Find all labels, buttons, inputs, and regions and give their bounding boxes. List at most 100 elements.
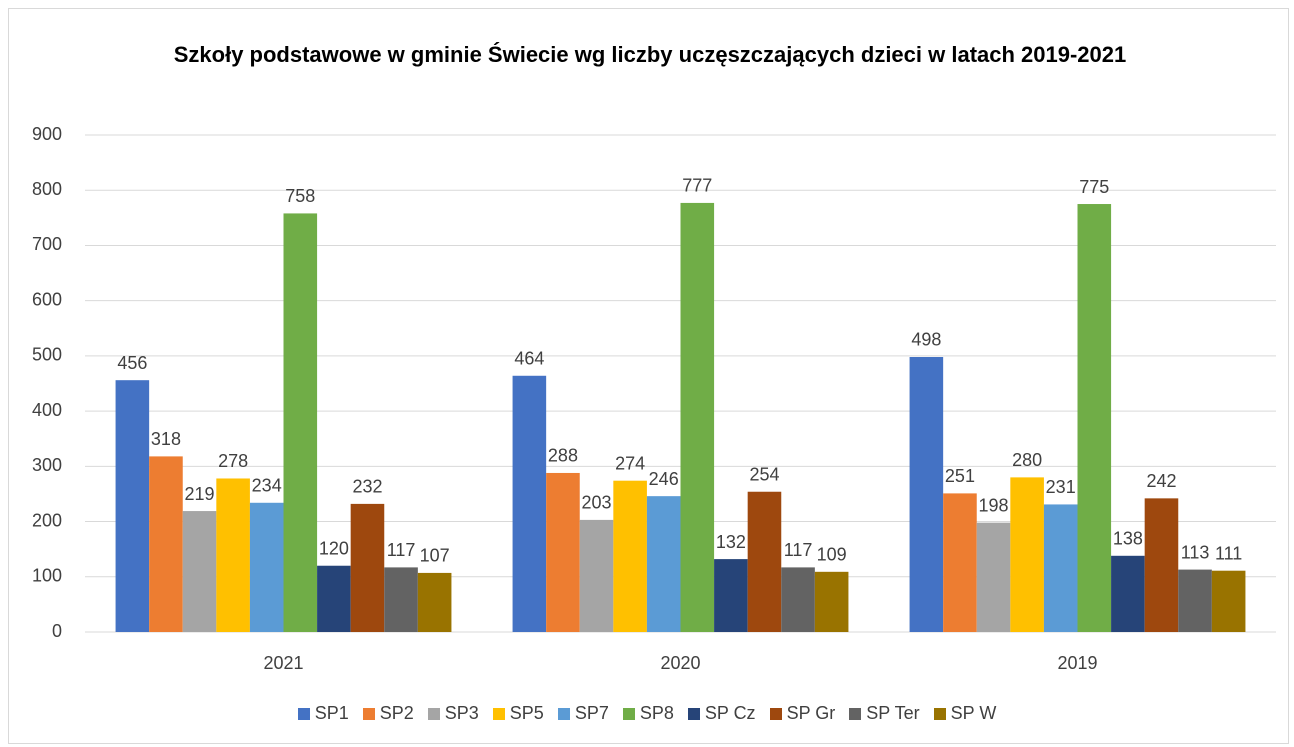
data-label: 318: [151, 429, 181, 449]
legend-item: SP Cz: [687, 703, 756, 724]
legend-item: SP5: [492, 703, 544, 724]
legend: SP1 SP2 SP3 SP5 SP7 SP8 SP Cz SP Gr SP Ter SP W: [0, 703, 1294, 724]
bar: [384, 567, 418, 632]
data-label: 280: [1012, 450, 1042, 470]
bar: [1178, 569, 1212, 632]
legend-item: SP7: [557, 703, 609, 724]
data-label: 109: [817, 545, 847, 565]
data-label: 138: [1113, 529, 1143, 549]
data-label: 251: [945, 466, 975, 486]
data-label: 117: [387, 540, 416, 560]
bar: [1211, 570, 1246, 632]
bar: [1077, 204, 1112, 632]
bar: [781, 567, 815, 632]
data-label: 288: [548, 446, 578, 466]
bar: [417, 572, 452, 632]
legend-label: SP W: [950, 703, 997, 723]
data-label: 132: [716, 532, 746, 552]
legend-label: SP Cz: [704, 703, 756, 723]
legend-item: SP3: [427, 703, 479, 724]
bar: [182, 511, 217, 632]
bar: [1043, 504, 1078, 632]
data-label: 498: [911, 330, 941, 350]
bar: [149, 456, 183, 632]
y-tick-label: 800: [32, 179, 62, 199]
data-label: 234: [252, 476, 282, 496]
bar: [249, 502, 284, 632]
y-tick-label: 900: [32, 124, 62, 144]
data-label: 117: [784, 540, 813, 560]
bar: [216, 478, 250, 632]
legend-label: SP Ter: [866, 703, 920, 723]
data-label: 464: [514, 349, 544, 369]
data-label: 231: [1046, 477, 1076, 497]
x-tick-label: 2021: [263, 653, 303, 673]
legend-swatch: [687, 707, 700, 720]
y-tick-label: 100: [32, 566, 62, 586]
bar: [512, 375, 547, 632]
data-label: 758: [285, 186, 315, 206]
data-label: 246: [649, 469, 679, 489]
data-label: 113: [1181, 542, 1210, 562]
data-label: 278: [218, 451, 248, 471]
data-label: 232: [352, 477, 382, 497]
bar: [909, 356, 944, 632]
legend-item: SP8: [622, 703, 674, 724]
legend-item: SP Ter: [849, 703, 920, 724]
data-label: 198: [979, 495, 1009, 515]
legend-item: SP2: [362, 703, 414, 724]
legend-label: SP2: [379, 703, 414, 723]
legend-label: SP5: [509, 703, 544, 723]
legend-item: SP1: [297, 703, 349, 724]
bar: [115, 380, 150, 632]
y-tick-label: 400: [32, 400, 62, 420]
y-tick-label: 0: [52, 621, 62, 641]
data-label: 254: [749, 464, 779, 484]
bar: [1111, 555, 1145, 632]
bar: [283, 213, 318, 632]
legend-swatch: [427, 707, 440, 720]
x-tick-label: 2020: [660, 653, 700, 673]
data-label: 775: [1079, 177, 1109, 197]
y-tick-label: 300: [32, 455, 62, 475]
data-label: 203: [582, 493, 612, 513]
bar: [1010, 477, 1044, 632]
bar: [1144, 498, 1179, 632]
bar: [350, 503, 385, 632]
legend-label: SP Gr: [786, 703, 836, 723]
data-label: 777: [682, 176, 712, 196]
y-tick-label: 500: [32, 345, 62, 365]
bar: [579, 519, 614, 632]
bar: [714, 559, 748, 632]
legend-label: SP8: [639, 703, 674, 723]
x-tick-label: 2019: [1057, 653, 1097, 673]
bar: [747, 491, 782, 632]
legend-swatch: [849, 707, 862, 720]
bar: [613, 480, 647, 632]
legend-swatch: [362, 707, 375, 720]
data-label: 274: [615, 453, 645, 473]
bar: [943, 493, 977, 632]
y-tick-label: 700: [32, 234, 62, 254]
legend-swatch: [492, 707, 505, 720]
chart-title: Szkoły podstawowe w gminie Świecie wg li…: [173, 42, 1127, 67]
legend-item: SP W: [933, 703, 997, 724]
legend-label: SP1: [314, 703, 349, 723]
data-label: 219: [185, 484, 215, 504]
legend-item: SP Gr: [769, 703, 836, 724]
bar: [680, 202, 715, 632]
legend-label: SP3: [444, 703, 479, 723]
y-tick-label: 600: [32, 289, 62, 309]
legend-swatch: [557, 707, 570, 720]
legend-swatch: [297, 707, 310, 720]
legend-swatch: [622, 707, 635, 720]
legend-swatch: [769, 707, 782, 720]
legend-label: SP7: [574, 703, 609, 723]
y-tick-label: 200: [32, 510, 62, 530]
bar: [814, 571, 849, 632]
bar: [646, 496, 681, 632]
data-label: 456: [117, 353, 147, 373]
bar: [546, 472, 580, 632]
